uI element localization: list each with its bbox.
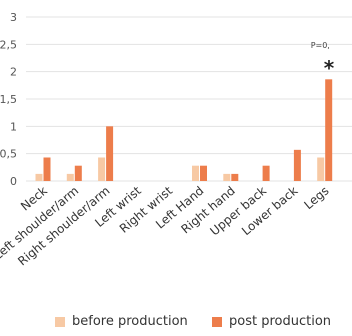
- legend-item-post: post production: [212, 314, 331, 329]
- y-tick-label: 1: [10, 120, 17, 133]
- legend-swatch-post: [212, 316, 222, 327]
- y-tick-label: 2,5: [0, 38, 17, 51]
- y-tick-label: 0: [10, 175, 17, 188]
- y-tick-label: 1,5: [0, 93, 17, 106]
- bar-before: [35, 173, 43, 181]
- bar-before: [192, 165, 199, 181]
- y-axis-ticks: 0 0,5 1 1,5 2 2,5 3: [0, 11, 17, 188]
- legend-swatch-before: [55, 316, 65, 327]
- annotation-asterisk: *: [324, 56, 335, 80]
- x-tick-label: Legs: [301, 184, 331, 213]
- y-tick-label: 3: [10, 11, 17, 24]
- bar-post: [74, 165, 82, 181]
- bar-before: [98, 157, 106, 181]
- y-tick-label: 2: [10, 66, 17, 79]
- bar-post: [262, 165, 270, 181]
- y-tick-label: 0,5: [0, 148, 17, 161]
- significance-annotation: P=0, *: [311, 41, 335, 80]
- bar-before: [317, 157, 325, 181]
- legend-item-before: before production: [55, 314, 188, 329]
- bar-post: [43, 157, 51, 181]
- bar-post: [293, 149, 301, 181]
- bar-before: [66, 173, 74, 181]
- legend-label-post: post production: [229, 314, 332, 329]
- annotation-p-value: P=0,: [311, 41, 330, 50]
- bar-post: [106, 126, 114, 181]
- bar-post: [231, 173, 239, 181]
- legend-label-before: before production: [72, 314, 188, 329]
- bar-post: [325, 79, 333, 181]
- bar-before: [223, 173, 231, 181]
- legend: before production post production: [0, 314, 352, 334]
- gridlines: [26, 16, 352, 182]
- bar-post: [200, 165, 207, 181]
- bars: [35, 79, 333, 181]
